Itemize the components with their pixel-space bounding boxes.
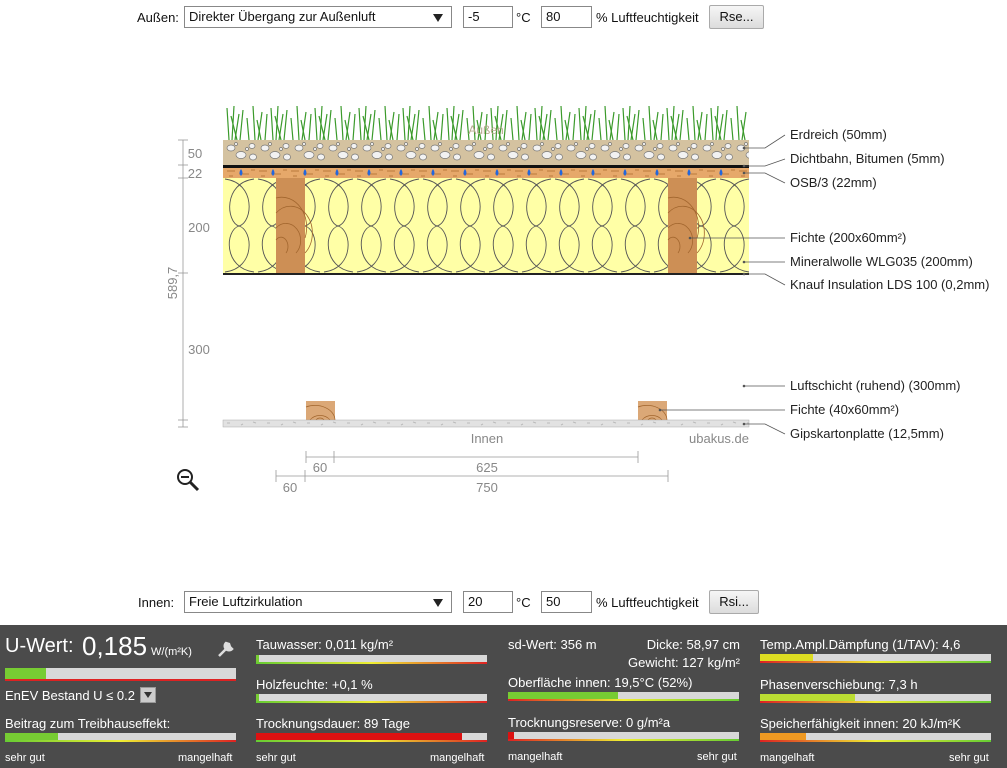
wood-moisture: Holzfeuchte: +0,1 % [256,677,373,692]
layer-label: Knauf Insulation LDS 100 (0,2mm) [790,277,989,292]
condensate-drops [223,168,749,178]
drying-time-indicator [256,733,487,742]
phase-shift: Phasenverschiebung: 7,3 h [760,677,918,692]
humidity-unit: % Luftfeuchtigkeit [596,10,699,25]
enev-label: EnEV Bestand U ≤ 0.2 [5,688,135,703]
thickness-label: 200 [188,220,210,235]
temperature-unit: °C [516,595,531,610]
scale-right: sehr gut [697,751,737,763]
inside-humidity[interactable]: 50 [541,591,592,613]
u-label: U-Wert: [5,635,74,658]
heat-capacity-indicator [760,733,991,742]
scale-left: sehr gut [256,752,296,764]
scale-right: mangelhaft [430,752,484,764]
dimension-label: 60 [283,480,297,495]
scale-left: mangelhaft [508,751,562,763]
scale-left: mangelhaft [760,752,814,764]
greenhouse-indicator [5,733,236,742]
greenhouse-label: Beitrag zum Treibhauseffekt: [5,716,170,731]
phase-indicator [760,694,991,703]
watermark: ubakus.de [689,431,749,446]
membrane-layer [223,273,749,275]
layer-label: Dichtbahn, Bitumen (5mm) [790,151,945,166]
settings-icon[interactable] [216,639,236,659]
weight: Gewicht: 127 kg/m² [628,655,740,670]
rsi-button[interactable]: Rsi... [709,590,759,614]
inside-text: Innen [471,431,504,446]
outside-temperature[interactable]: -5 [463,6,513,28]
total-thickness: 589,7 [165,267,180,300]
condensate-indicator [256,655,487,664]
drying-reserve-indicator [508,732,739,741]
temperature-unit: °C [516,10,531,25]
thickness-label: 50 [188,146,202,161]
layer-label: Gipskartonplatte (12,5mm) [790,426,944,441]
inside-select[interactable]: Freie Luftzirkulation [184,591,452,613]
construction-diagram: Außen Innen ubakus.de 50 22 200 300 589,… [0,40,1007,510]
outside-select[interactable]: Direkter Übergang zur Außenluft [184,6,452,28]
layer-label: Luftschicht (ruhend) (300mm) [790,378,961,393]
layer-label: Fichte (40x60mm²) [790,402,899,417]
inside-label: Innen: [138,595,174,610]
drying-reserve: Trocknungsreserve: 0 g/m²a [508,715,670,730]
condensate: Tauwasser: 0,011 kg/m² [256,637,393,652]
scale-left: sehr gut [5,752,45,764]
dimension-label: 625 [476,460,498,475]
soil-stones [223,140,749,165]
u-indicator [5,668,236,681]
zoom-button[interactable] [178,470,198,490]
dimension-label: 750 [476,480,498,495]
u-unit: W/(m²K) [151,646,192,658]
layer-label: Erdreich (50mm) [790,127,887,142]
outside-label: Außen: [137,10,179,25]
temperature-damping: Temp.Ampl.Dämpfung (1/TAV): 4,6 [760,637,960,652]
u-value: 0,185 [82,631,147,662]
wood-moisture-indicator [256,694,487,703]
layer-label: OSB/3 (22mm) [790,175,877,190]
surface-indicator [508,692,739,701]
outside-humidity[interactable]: 80 [541,6,592,28]
layer-label: Fichte (200x60mm²) [790,230,906,245]
results-panel: U-Wert: 0,185 W/(m²K) EnEV Bestand U ≤ 0… [0,625,1007,768]
inside-temperature[interactable]: 20 [463,591,513,613]
horizontal-dimension-lines [276,451,668,482]
heat-capacity: Speicherfähigkeit innen: 20 kJ/m²K [760,716,961,731]
bitumen-layer [223,165,749,168]
drying-time: Trocknungsdauer: 89 Tage [256,716,410,731]
layer-label: Mineralwolle WLG035 (200mm) [790,254,973,269]
rse-button[interactable]: Rse... [709,5,764,29]
thickness-label: 300 [188,342,210,357]
scale-right: sehr gut [949,752,989,764]
damping-indicator [760,654,991,663]
humidity-unit: % Luftfeuchtigkeit [596,595,699,610]
thickness: Dicke: 58,97 cm [647,637,740,652]
thickness-label: 22 [188,166,202,181]
scale-right: mangelhaft [178,752,232,764]
dimension-label: 60 [313,460,327,475]
enev-dropdown[interactable] [140,687,156,703]
batten [638,401,667,420]
batten [306,401,335,420]
plasterboard-layer [223,420,749,427]
surface-inside: Oberfläche innen: 19,5°C (52%) [508,675,692,690]
outside-text: Außen [468,123,503,137]
sd-value: sd-Wert: 356 m [508,637,597,652]
